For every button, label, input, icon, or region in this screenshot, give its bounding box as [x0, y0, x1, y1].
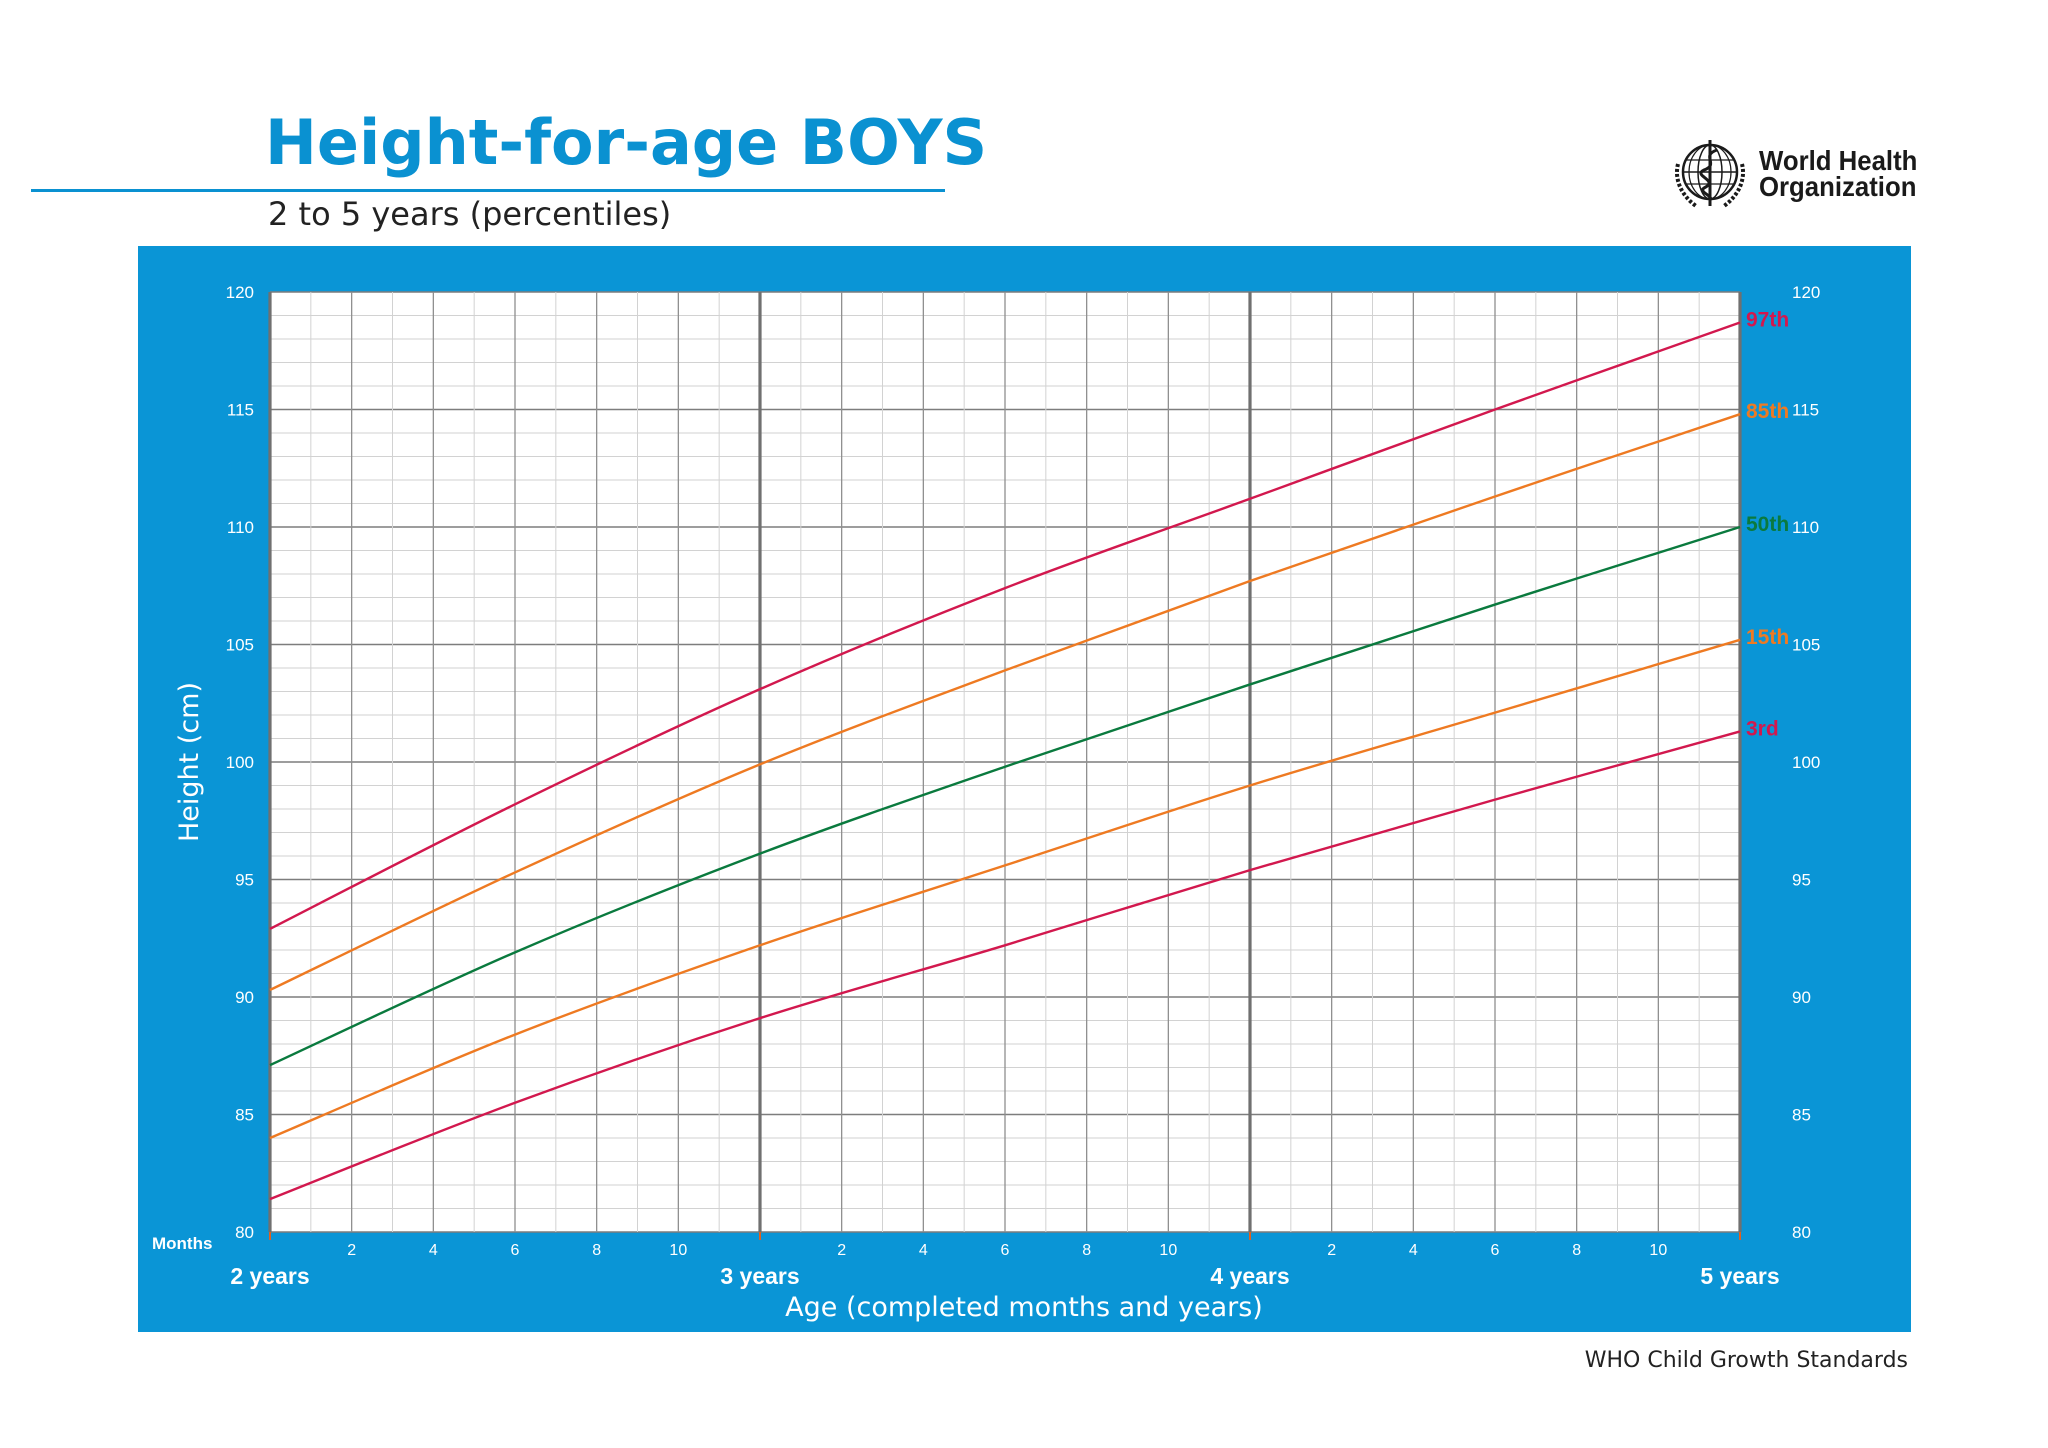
y-tick-label-left: 105	[226, 636, 254, 655]
x-year-tick-label: 3 years	[720, 1263, 799, 1289]
y-tick-label-right: 80	[1792, 1223, 1811, 1242]
percentile-line-97th	[269, 321, 1741, 930]
y-tick-label-left: 80	[235, 1223, 254, 1242]
months-axis-label: Months	[152, 1234, 212, 1253]
x-month-tick-label: 2	[1327, 1242, 1336, 1259]
percentile-label-50th: 50th	[1746, 513, 1789, 536]
x-month-tick-label: 2	[837, 1242, 846, 1259]
y-tick-label-right: 100	[1792, 753, 1820, 772]
y-tick-label-right: 85	[1792, 1106, 1811, 1125]
x-month-tick-label: 8	[1572, 1242, 1581, 1259]
y-tick-label-left: 110	[227, 518, 254, 537]
chart-svg: 97th 85th 50th 15th 3rd 80 80 85 85 90 90 95 95 100 10…	[152, 283, 1821, 1323]
y-tick-label-left: 85	[235, 1106, 254, 1125]
x-month-tick-label: 10	[1649, 1242, 1667, 1259]
x-axis-title: Age (completed months and years)	[785, 1292, 1263, 1323]
y-tick-label-right: 110	[1792, 518, 1819, 537]
x-year-tick-label: 4 years	[1210, 1263, 1289, 1289]
title-underline	[31, 189, 945, 192]
percentile-label-15th: 15th	[1746, 626, 1789, 649]
y-tick-label-left: 95	[235, 871, 254, 890]
axis-labels: 97th 85th 50th 15th 3rd 80 80 85 85 90 90 95 95 100 10…	[226, 283, 1821, 1289]
percentile-label-97th: 97th	[1746, 309, 1789, 332]
x-month-tick-label: 4	[429, 1242, 438, 1259]
percentile-line-15th	[269, 638, 1741, 1140]
y-tick-label-right: 115	[1792, 401, 1819, 420]
grid	[268, 291, 1742, 1233]
x-month-tick-label: 8	[592, 1242, 601, 1259]
y-tick-label-left: 100	[226, 753, 254, 772]
x-month-tick-label: 4	[1409, 1242, 1418, 1259]
x-month-tick-label: 10	[1159, 1242, 1177, 1259]
x-month-tick-label: 6	[511, 1242, 520, 1259]
chart-title: Height-for-age BOYS	[265, 106, 988, 179]
y-axis-title: Height (cm)	[174, 682, 205, 842]
x-month-tick-label: 2	[347, 1242, 356, 1259]
organization-name-line2: Organization	[1759, 171, 1917, 202]
percentile-lines	[269, 321, 1741, 1201]
footer-source: WHO Child Growth Standards	[1584, 1348, 1908, 1373]
x-month-tick-label: 6	[1001, 1242, 1010, 1259]
y-tick-label-left: 120	[226, 283, 254, 302]
y-tick-label-left: 90	[235, 988, 254, 1007]
percentile-line-3rd	[269, 730, 1741, 1201]
percentile-label-3rd: 3rd	[1746, 717, 1779, 740]
x-month-tick-label: 10	[669, 1242, 687, 1259]
organization-name-line1: World Health	[1759, 145, 1918, 176]
x-month-tick-label: 8	[1082, 1242, 1091, 1259]
y-tick-label-right: 120	[1792, 283, 1820, 302]
x-month-ticks	[269, 1232, 1741, 1240]
x-month-tick-label: 4	[919, 1242, 928, 1259]
y-tick-label-right: 95	[1792, 871, 1811, 890]
x-month-tick-label: 6	[1491, 1242, 1500, 1259]
y-tick-label-left: 115	[227, 401, 254, 420]
x-year-tick-label: 5 years	[1700, 1263, 1779, 1289]
y-tick-label-right: 90	[1792, 988, 1811, 1007]
chart-subtitle: 2 to 5 years (percentiles)	[268, 195, 672, 233]
percentile-line-85th	[269, 413, 1741, 992]
percentile-label-85th: 85th	[1746, 400, 1789, 423]
percentile-line-50th	[269, 525, 1741, 1067]
x-year-tick-label: 2 years	[230, 1263, 309, 1289]
y-tick-label-right: 105	[1792, 636, 1820, 655]
chart-panel: 97th 85th 50th 15th 3rd 80 80 85 85 90 90 95 95 100 10…	[138, 246, 1911, 1332]
who-emblem-icon	[1675, 140, 1745, 208]
